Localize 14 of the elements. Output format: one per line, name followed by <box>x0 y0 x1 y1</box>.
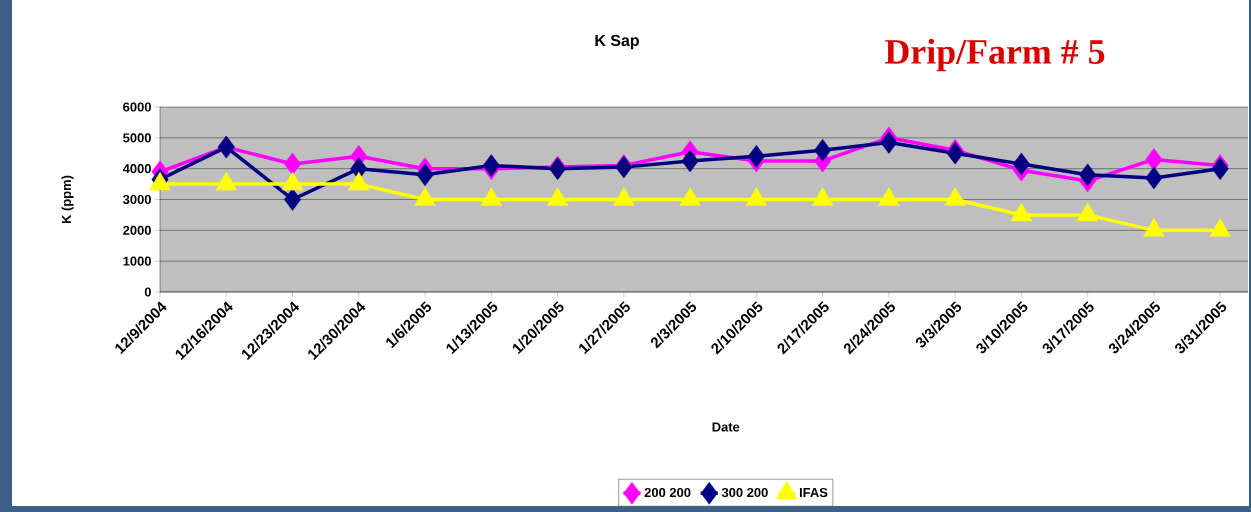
y-tick-label: 3000 <box>122 194 151 205</box>
x-axis-title: Date <box>712 422 740 432</box>
y-tick-label: 2000 <box>123 225 151 235</box>
y-tick-label: 4000 <box>122 164 151 174</box>
y-tick-label: 6000 <box>123 102 151 112</box>
text: Drip/Farm # 5 <box>885 38 1105 72</box>
y-tick-label: 5000 <box>123 133 151 143</box>
legend-label: 300 200 <box>721 487 768 498</box>
legend-label: 200 200 <box>644 487 691 498</box>
legend-label: IFAS <box>799 487 828 498</box>
chart-title: K Sap <box>595 34 639 50</box>
y-tick-label: 1000 <box>123 256 151 266</box>
y-axis-title: K (ppm) <box>61 175 74 224</box>
y-tick-label: 0 <box>144 287 151 297</box>
